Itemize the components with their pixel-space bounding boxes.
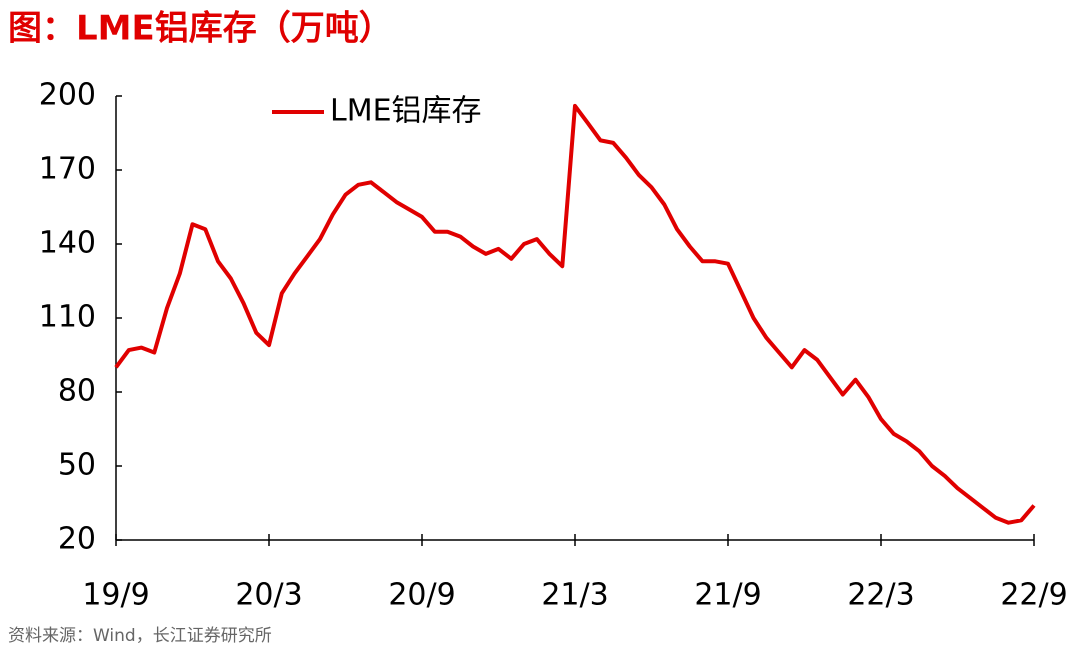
legend-label: LME铝库存 <box>330 94 482 129</box>
chart-title: 图：LME铝库存（万吨） <box>8 9 393 49</box>
x-tick-label: 20/3 <box>235 578 302 613</box>
y-tick-label: 200 <box>39 78 96 113</box>
y-tick-label: 80 <box>58 374 96 409</box>
x-tick-label: 19/9 <box>82 578 149 613</box>
y-tick-label: 140 <box>39 226 96 261</box>
x-tick-label: 20/9 <box>388 578 455 613</box>
y-tick-label: 170 <box>39 152 96 187</box>
x-tick-label: 21/3 <box>541 578 608 613</box>
y-tick-label: 110 <box>39 300 96 335</box>
y-tick-label: 50 <box>58 448 96 483</box>
x-tick-label: 21/9 <box>694 578 761 613</box>
x-tick-label: 22/3 <box>847 578 914 613</box>
y-tick-label: 20 <box>58 522 96 557</box>
source-note: 资料来源：Wind，长江证券研究所 <box>8 626 272 646</box>
data-line <box>114 103 1036 525</box>
x-tick-label: 22/9 <box>1000 578 1067 613</box>
